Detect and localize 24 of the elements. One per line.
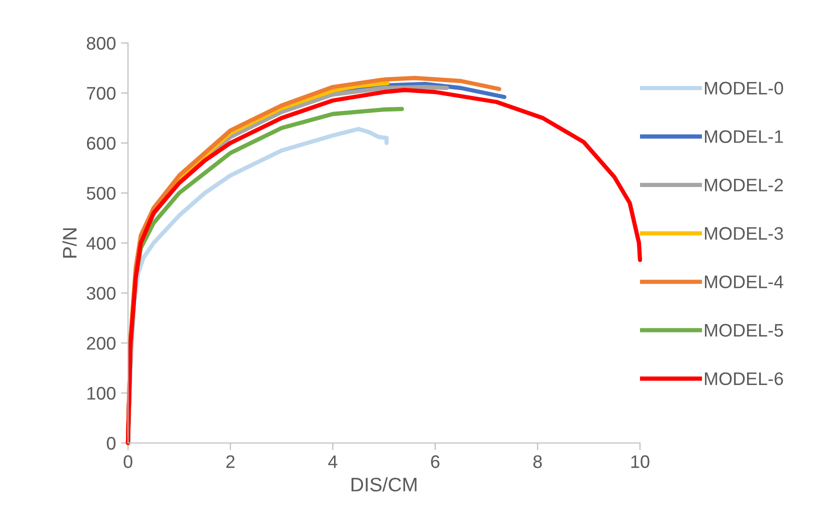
legend-label: MODEL-0 (704, 82, 784, 95)
legend-label: MODEL-2 (704, 178, 783, 192)
legend-label: MODEL-3 (704, 227, 783, 240)
legend-label: MODEL-5 (704, 324, 783, 337)
y-tick-label: 700 (87, 86, 116, 100)
x-tick-label: 10 (631, 455, 650, 468)
x-tick-label: 2 (226, 455, 235, 468)
x-tick-label: 8 (533, 455, 542, 468)
y-tick-label: 500 (86, 186, 116, 200)
legend-label: MODEL-1 (704, 130, 783, 143)
x-tick-label: 0 (124, 455, 132, 468)
legend-label: MODEL-4 (704, 275, 784, 288)
y-tick-label: 200 (86, 336, 116, 350)
y-axis-title: P/N (62, 228, 77, 258)
y-tick-label: 0 (106, 436, 116, 450)
y-tick-label: 800 (86, 36, 116, 50)
y-tick-label: 100 (87, 386, 116, 400)
x-axis-title: DIS/CM (352, 477, 416, 492)
y-tick-label: 400 (86, 236, 116, 250)
y-tick-label: 300 (86, 286, 116, 300)
y-tick-label: 600 (86, 136, 116, 150)
x-tick-label: 4 (328, 455, 338, 468)
legend-label: MODEL-6 (704, 372, 783, 386)
x-tick-label: 6 (431, 455, 440, 468)
